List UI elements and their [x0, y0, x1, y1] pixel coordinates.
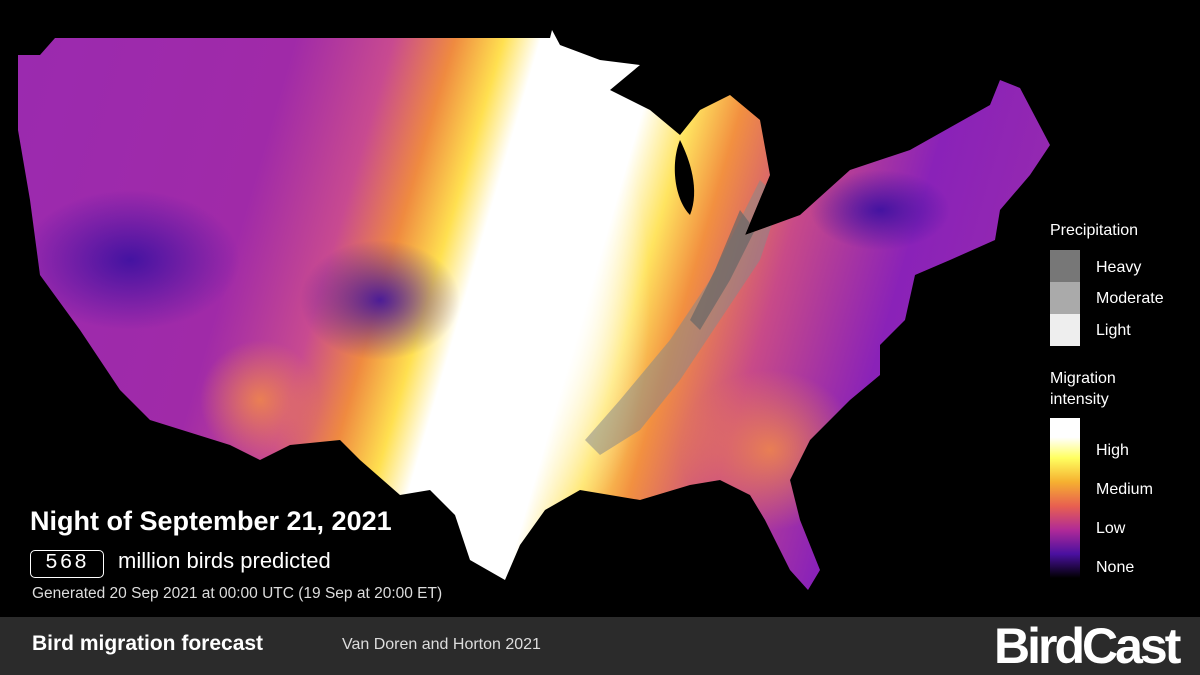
precip-level: Light: [1096, 322, 1131, 339]
footer-title: Bird migration forecast: [32, 632, 264, 655]
intensity-title: Migration intensity: [1050, 370, 1116, 408]
intensity-level: High: [1096, 442, 1129, 459]
intensity-colorbar: [1050, 418, 1080, 578]
intensity-level: None: [1096, 559, 1135, 576]
precip-level: Moderate: [1096, 290, 1164, 307]
intensity-level: Medium: [1096, 481, 1153, 498]
footer-credit: Van Doren and Horton 2021: [342, 636, 541, 653]
count-caption: million birds predicted: [118, 548, 331, 573]
precip-title: Precipitation: [1050, 222, 1139, 239]
brand-logo: BirdCast: [994, 618, 1181, 674]
swatch-heavy: [1050, 250, 1080, 282]
map: [18, 30, 1050, 590]
swatch-light: [1050, 314, 1080, 346]
swatch-moderate: [1050, 282, 1080, 314]
intensity-level: Low: [1096, 520, 1126, 537]
generated-note: Generated 20 Sep 2021 at 00:00 UTC (19 S…: [32, 585, 443, 602]
forecast-title: Night of September 21, 2021: [30, 506, 392, 536]
bird-count: 568: [30, 550, 104, 578]
precipitation-core: [690, 210, 755, 330]
lake-michigan: [674, 140, 695, 215]
footer-bar: [0, 617, 1200, 675]
precip-level: Heavy: [1096, 259, 1142, 276]
